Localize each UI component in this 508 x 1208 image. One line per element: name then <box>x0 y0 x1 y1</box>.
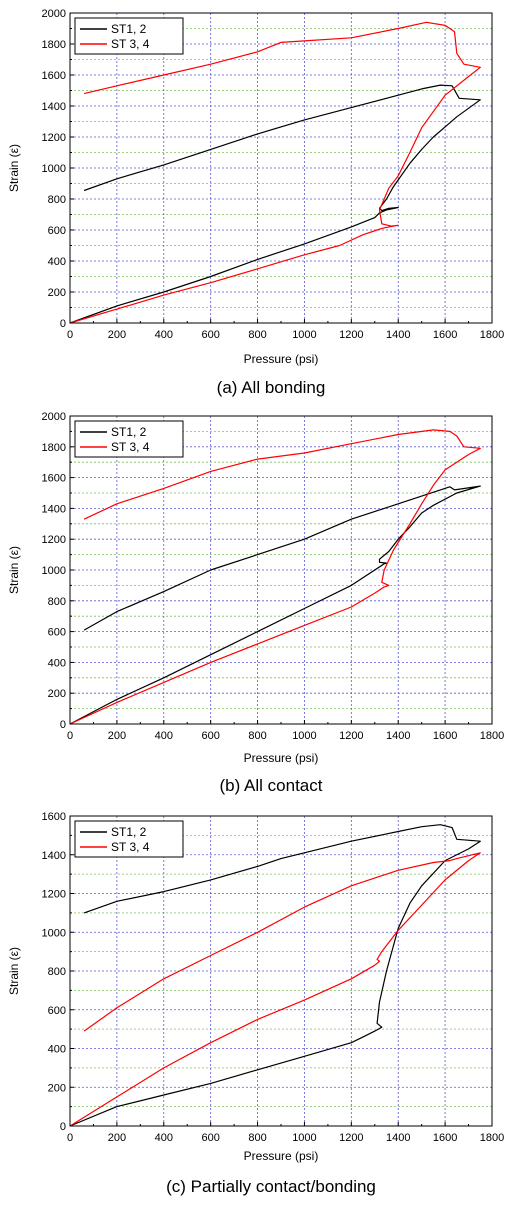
chart-panel-a: 0 200 400 600 800 1000 1200 1400 1600 1800 0 200 400… <box>0 0 508 402</box>
chart-2-xtick-label: 1400 <box>386 1132 410 1144</box>
chart-0-legend-label-0: ST1, 2 <box>111 22 147 36</box>
chart-0-legend-label-1: ST 3, 4 <box>111 37 150 51</box>
chart-1-ytick-label: 800 <box>48 596 66 608</box>
chart-2-xtick-label: 1600 <box>433 1132 457 1144</box>
chart-panel-c: 0 200 400 600 800 1000 1200 1400 1600 1800 0 200 400… <box>0 803 508 1203</box>
chart-1-xtick-label: 400 <box>155 730 173 742</box>
chart-0-frame <box>69 12 493 324</box>
chart-2-ytick-label: 1200 <box>42 889 66 901</box>
chart-2-xtick-label: 1800 <box>480 1132 504 1144</box>
chart-0-series-line-1 <box>69 21 481 324</box>
chart-2-xtick-label: 800 <box>248 1132 266 1144</box>
chart-2-series-line-1 <box>69 852 481 1127</box>
chart-2-ytick-label: 800 <box>48 966 66 978</box>
chart-2-y-axis-title: Strain (ε) <box>7 947 21 995</box>
chart-1-ytick-label: 1200 <box>42 534 66 546</box>
chart-1-legend-label-0: ST1, 2 <box>111 425 147 439</box>
chart-0-ytick-label: 1800 <box>42 39 66 51</box>
chart-1-legend-label-1: ST 3, 4 <box>111 440 150 454</box>
chart-0-xtick-label: 1600 <box>433 329 457 341</box>
chart-1-frame <box>69 415 493 725</box>
chart-0-ytick-label: 200 <box>48 287 66 299</box>
chart-0-xtick-label: 400 <box>155 329 173 341</box>
chart-0-ytick-label: 600 <box>48 225 66 237</box>
chart-0-xtick-label: 1000 <box>292 329 316 341</box>
chart-0-xtick-label: 1800 <box>480 329 504 341</box>
chart-0-xtick-label: 600 <box>201 329 219 341</box>
chart-a: 0 200 400 600 800 1000 1200 1400 1600 1800 0 200 400… <box>7 8 504 397</box>
chart-0-xtick-label: 200 <box>108 329 126 341</box>
chart-1-xtick-label: 1600 <box>433 730 457 742</box>
chart-1-legend-box <box>74 420 184 458</box>
chart-0-xtick-label: 1200 <box>339 329 363 341</box>
chart-0-xtick-label: 800 <box>248 329 266 341</box>
chart-0-ytick-label: 0 <box>60 318 66 330</box>
chart-1-xtick-label: 1800 <box>480 730 504 742</box>
chart-2-ytick-label: 200 <box>48 1082 66 1094</box>
chart-0-ytick-label: 1200 <box>42 132 66 144</box>
chart-1-x-axis-title: Pressure (psi) <box>244 751 319 765</box>
chart-1-ytick-label: 1000 <box>42 565 66 577</box>
chart-1-ytick-label: 0 <box>60 719 66 731</box>
chart-2-xtick-label: 1200 <box>339 1132 363 1144</box>
chart-1-xtick-label: 200 <box>108 730 126 742</box>
chart-0-legend-box <box>74 17 184 55</box>
chart-0-ytick-label: 1000 <box>42 163 66 175</box>
chart-2-frame <box>69 815 493 1127</box>
chart-2-ytick-label: 600 <box>48 1005 66 1017</box>
chart-1-ytick-label: 1600 <box>42 473 66 485</box>
chart-0-plot-area <box>70 13 492 323</box>
chart-1-xtick-label: 800 <box>248 730 266 742</box>
chart-2-legend-box <box>74 820 184 858</box>
chart-2-ytick-label: 400 <box>48 1044 66 1056</box>
chart-0-ytick-label: 400 <box>48 256 66 268</box>
chart-panel-b: 0 200 400 600 800 1000 1200 1400 1600 1800 0 200 400… <box>0 402 508 803</box>
chart-0-caption: (a) All bonding <box>217 378 326 397</box>
chart-2-legend-label-0: ST1, 2 <box>111 825 147 839</box>
chart-2-caption: (c) Partially contact/bonding <box>166 1177 376 1196</box>
chart-0-y-axis-title: Strain (ε) <box>7 144 21 192</box>
chart-0-series-line-0 <box>69 84 481 324</box>
chart-0-xtick-label: 1400 <box>386 329 410 341</box>
chart-0-ytick-label: 1600 <box>42 70 66 82</box>
chart-1-xtick-label: 0 <box>67 730 73 742</box>
chart-1-xtick-label: 1200 <box>339 730 363 742</box>
chart-2-series-line-0 <box>69 824 481 1127</box>
chart-2-xtick-label: 1000 <box>292 1132 316 1144</box>
chart-1-ytick-label: 600 <box>48 627 66 639</box>
chart-2-xtick-label: 0 <box>67 1132 73 1144</box>
chart-1-plot-area <box>70 416 492 724</box>
chart-2-x-axis-title: Pressure (psi) <box>244 1149 319 1163</box>
chart-1-ytick-label: 400 <box>48 657 66 669</box>
chart-1-ytick-label: 2000 <box>42 411 66 423</box>
chart-1-ytick-label: 1400 <box>42 503 66 515</box>
chart-2-legend-label-1: ST 3, 4 <box>111 840 150 854</box>
chart-2-xtick-label: 400 <box>155 1132 173 1144</box>
chart-2-ytick-label: 1400 <box>42 850 66 862</box>
chart-0-ytick-label: 1400 <box>42 101 66 113</box>
chart-1-xtick-label: 1400 <box>386 730 410 742</box>
chart-2-ytick-label: 0 <box>60 1121 66 1133</box>
chart-1-ytick-label: 1800 <box>42 442 66 454</box>
chart-1-xtick-label: 1000 <box>292 730 316 742</box>
chart-2-plot-area <box>70 816 492 1126</box>
chart-0-ytick-label: 2000 <box>42 8 66 20</box>
chart-1-series-line-0 <box>69 485 481 725</box>
chart-1-series-line-1 <box>69 429 481 725</box>
chart-c: 0 200 400 600 800 1000 1200 1400 1600 1800 0 200 400… <box>7 811 504 1196</box>
chart-1-xtick-label: 600 <box>201 730 219 742</box>
chart-1-y-axis-title: Strain (ε) <box>7 546 21 594</box>
chart-2-xtick-label: 200 <box>108 1132 126 1144</box>
chart-2-xtick-label: 600 <box>201 1132 219 1144</box>
chart-0-x-axis-title: Pressure (psi) <box>244 352 319 366</box>
chart-1-ytick-label: 200 <box>48 688 66 700</box>
chart-1-caption: (b) All contact <box>220 776 323 795</box>
chart-b: 0 200 400 600 800 1000 1200 1400 1600 1800 0 200 400… <box>7 411 504 795</box>
chart-2-ytick-label: 1000 <box>42 927 66 939</box>
chart-0-xtick-label: 0 <box>67 329 73 341</box>
chart-0-ytick-label: 800 <box>48 194 66 206</box>
chart-2-ytick-label: 1600 <box>42 811 66 823</box>
